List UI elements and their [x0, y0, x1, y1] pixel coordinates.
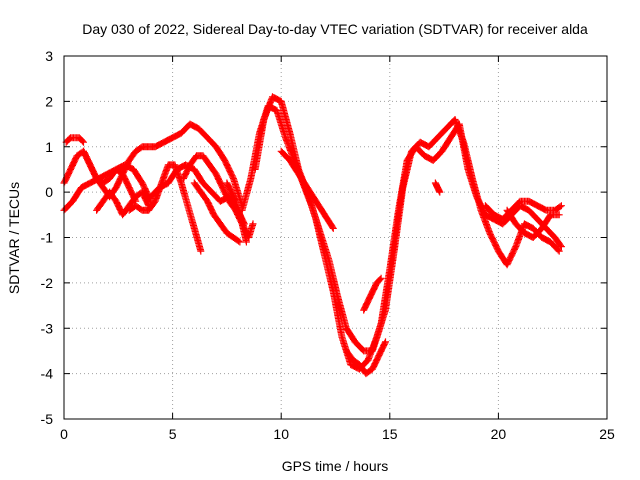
y-tick-label: -2: [41, 275, 54, 291]
x-tick-label: 0: [60, 426, 68, 442]
y-axis-label: SDTVAR / TECUs: [6, 182, 22, 294]
trace-markers: [251, 94, 562, 372]
x-tick-label: 20: [491, 426, 507, 442]
series-track-16: [431, 179, 444, 196]
series-track-12: [251, 93, 563, 373]
data-points: [60, 93, 565, 378]
x-tick-label: 10: [273, 426, 289, 442]
trace-markers: [360, 276, 384, 313]
x-tick-label: 15: [382, 426, 398, 442]
trace-markers: [278, 148, 336, 231]
trace-markers: [432, 180, 443, 195]
series-track-17: [481, 197, 565, 223]
series-track-9: [190, 179, 244, 246]
trace-markers: [63, 134, 86, 145]
series-track-13: [277, 147, 337, 232]
x-tick-label: 25: [599, 426, 615, 442]
trace-markers: [191, 180, 243, 245]
y-tick-label: 3: [45, 48, 53, 64]
series-track-10: [223, 179, 257, 241]
trace-markers: [127, 161, 204, 254]
trace-markers: [343, 339, 389, 377]
y-tick-label: 2: [45, 93, 53, 109]
y-tick-label: -1: [41, 230, 54, 246]
x-axis-label: GPS time / hours: [282, 458, 389, 474]
y-tick-label: 1: [45, 139, 53, 155]
y-tick-label: 0: [45, 184, 53, 200]
trace-markers: [224, 180, 256, 240]
series-track-6: [125, 161, 205, 255]
y-tick-label: -4: [41, 366, 54, 382]
series-track-5: [93, 188, 153, 219]
chart-title: Day 030 of 2022, Sidereal Day-to-day VTE…: [82, 21, 588, 37]
series-track-18: [503, 206, 563, 241]
series-track-14: [342, 338, 389, 378]
series-track-4: [80, 147, 140, 205]
y-tick-label: -5: [41, 411, 54, 427]
series-track-15: [360, 274, 385, 314]
axis-ticks: 0 5 10 15 20 25 -5 -4 -3 -2 -1 0 1 2 3: [41, 48, 615, 442]
series-track-2: [62, 134, 87, 146]
trace-markers: [94, 189, 152, 217]
x-tick-label: 5: [169, 426, 177, 442]
trace-markers: [504, 208, 562, 241]
trace-markers: [80, 149, 139, 204]
y-tick-label: -3: [41, 320, 54, 336]
